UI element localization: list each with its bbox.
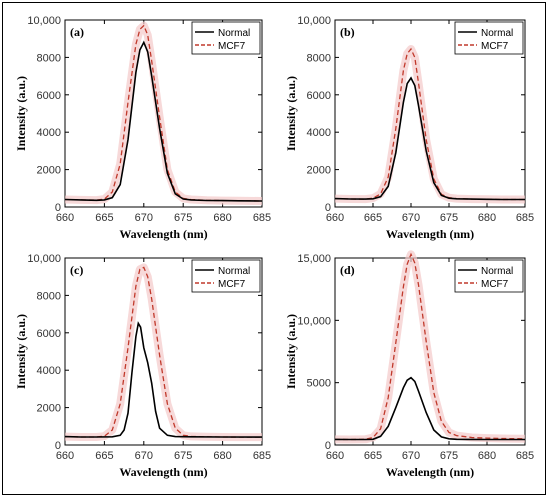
y-tick-label: 4000 xyxy=(37,127,61,139)
plot-area-frame xyxy=(334,19,526,208)
y-tick-label: 2000 xyxy=(37,403,61,415)
y-tick-label: 0 xyxy=(55,440,61,452)
x-tick-label: 675 xyxy=(440,450,458,462)
y-tick-label: 6000 xyxy=(37,328,61,340)
x-tick-label: 685 xyxy=(516,212,534,224)
x-tick-label: 670 xyxy=(402,212,420,224)
series-line-normal xyxy=(64,321,263,438)
chart-panel-0: 660 665 670 675 680 685 0 2000 4000 6000 8000 10,00… xyxy=(14,15,271,241)
legend-box xyxy=(191,259,261,293)
x-tick-label: 675 xyxy=(440,212,458,224)
panel-label: (b) xyxy=(340,25,355,39)
legend-label-mcf7: MCF7 xyxy=(481,279,509,290)
chart-panel-1: 660 665 670 675 680 685 0 2000 4000 6000 8000 10,00… xyxy=(284,15,534,241)
x-tick-label: 680 xyxy=(213,450,231,462)
x-axis-label: Wavelength (nm) xyxy=(386,465,474,479)
panel-label: (d) xyxy=(340,263,355,277)
legend-label-mcf7: MCF7 xyxy=(481,41,509,52)
y-tick-label: 15,000 xyxy=(297,253,331,265)
x-tick-label: 675 xyxy=(174,212,192,224)
legend-label-normal: Normal xyxy=(218,28,250,39)
legend-box xyxy=(454,21,524,55)
y-tick-label: 10,000 xyxy=(297,15,331,27)
x-tick-label: 680 xyxy=(478,212,496,224)
y-tick-label: 8000 xyxy=(37,290,61,302)
series-line-normal xyxy=(334,376,525,441)
y-axis-label: Intensity (a.u.) xyxy=(14,76,28,151)
y-tick-label: 0 xyxy=(325,440,331,452)
x-tick-label: 680 xyxy=(478,450,496,462)
x-tick-label: 670 xyxy=(402,450,420,462)
y-tick-label: 5000 xyxy=(307,378,331,390)
y-tick-label: 6000 xyxy=(37,90,61,102)
series-line-normal xyxy=(334,76,525,201)
y-tick-label: 0 xyxy=(325,202,331,214)
figure-border xyxy=(2,2,546,495)
x-tick-label: 685 xyxy=(516,450,534,462)
x-tick-label: 665 xyxy=(95,212,113,224)
x-tick-label: 665 xyxy=(95,450,113,462)
x-tick-label: 670 xyxy=(135,212,153,224)
x-tick-label: 660 xyxy=(326,212,344,224)
plot-area-frame xyxy=(64,257,263,446)
y-tick-label: 0 xyxy=(55,202,61,214)
legend-box xyxy=(454,259,524,293)
series-line-mcf7 xyxy=(334,252,526,441)
y-tick-label: 2000 xyxy=(307,165,331,177)
legend-label-mcf7: MCF7 xyxy=(218,279,246,290)
x-tick-label: 660 xyxy=(56,212,74,224)
x-tick-label: 670 xyxy=(135,450,153,462)
x-tick-label: 660 xyxy=(326,450,344,462)
y-axis-label: Intensity (a.u.) xyxy=(14,314,28,389)
legend-label-normal: Normal xyxy=(218,266,250,277)
y-axis-label: Intensity (a.u.) xyxy=(284,314,298,389)
legend-box xyxy=(191,21,261,55)
y-tick-label: 8000 xyxy=(37,52,61,64)
series-line-normal xyxy=(64,40,263,202)
legend-label-normal: Normal xyxy=(481,28,513,39)
legend-label-normal: Normal xyxy=(481,266,513,277)
x-tick-label: 680 xyxy=(213,212,231,224)
x-tick-label: 665 xyxy=(364,212,382,224)
plot-area-frame xyxy=(64,19,263,208)
panel-label: (c) xyxy=(70,263,83,277)
x-tick-label: 685 xyxy=(253,450,271,462)
y-tick-label: 4000 xyxy=(37,365,61,377)
x-axis-label: Wavelength (nm) xyxy=(119,227,207,241)
y-tick-label: 10,000 xyxy=(297,315,331,327)
y-tick-label: 4000 xyxy=(307,127,331,139)
x-axis-label: Wavelength (nm) xyxy=(119,465,207,479)
x-tick-label: 675 xyxy=(174,450,192,462)
x-tick-label: 660 xyxy=(56,450,74,462)
x-tick-label: 685 xyxy=(253,212,271,224)
y-tick-label: 2000 xyxy=(37,165,61,177)
y-tick-label: 10,000 xyxy=(27,253,61,265)
y-tick-label: 8000 xyxy=(307,52,331,64)
y-axis-label: Intensity (a.u.) xyxy=(284,76,298,151)
x-axis-label: Wavelength (nm) xyxy=(386,227,474,241)
x-tick-label: 665 xyxy=(364,450,382,462)
panel-label: (a) xyxy=(70,25,84,39)
legend-label-mcf7: MCF7 xyxy=(218,41,246,52)
y-tick-label: 6000 xyxy=(307,90,331,102)
y-tick-label: 10,000 xyxy=(27,15,61,27)
chart-panel-3: 660 665 670 675 680 685 0 5000 10,000 15,000 Wavel… xyxy=(284,250,534,479)
plot-area-frame xyxy=(334,257,526,446)
chart-panel-2: 660 665 670 675 680 685 0 2000 4000 6000 8000 10,00… xyxy=(14,253,271,479)
